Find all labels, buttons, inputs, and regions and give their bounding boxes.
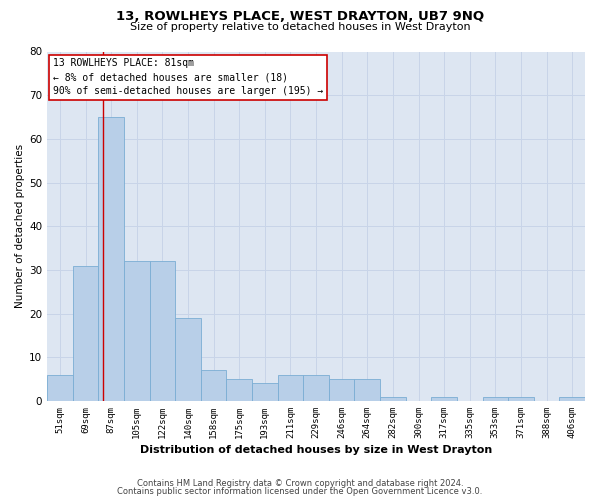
Bar bbox=[508, 396, 534, 401]
Text: Size of property relative to detached houses in West Drayton: Size of property relative to detached ho… bbox=[130, 22, 470, 32]
Y-axis label: Number of detached properties: Number of detached properties bbox=[15, 144, 25, 308]
Bar bbox=[431, 396, 457, 401]
Bar bbox=[278, 374, 303, 401]
Bar bbox=[380, 396, 406, 401]
Text: Contains HM Land Registry data © Crown copyright and database right 2024.: Contains HM Land Registry data © Crown c… bbox=[137, 478, 463, 488]
Text: 13 ROWLHEYS PLACE: 81sqm
← 8% of detached houses are smaller (18)
90% of semi-de: 13 ROWLHEYS PLACE: 81sqm ← 8% of detache… bbox=[53, 58, 323, 96]
Text: Contains public sector information licensed under the Open Government Licence v3: Contains public sector information licen… bbox=[118, 487, 482, 496]
Bar bbox=[175, 318, 201, 401]
Bar bbox=[252, 384, 278, 401]
Bar bbox=[482, 396, 508, 401]
Bar bbox=[73, 266, 98, 401]
Bar bbox=[47, 374, 73, 401]
Bar bbox=[124, 261, 149, 401]
Bar bbox=[329, 379, 355, 401]
Text: 13, ROWLHEYS PLACE, WEST DRAYTON, UB7 9NQ: 13, ROWLHEYS PLACE, WEST DRAYTON, UB7 9N… bbox=[116, 10, 484, 23]
Bar bbox=[149, 261, 175, 401]
X-axis label: Distribution of detached houses by size in West Drayton: Distribution of detached houses by size … bbox=[140, 445, 492, 455]
Bar bbox=[226, 379, 252, 401]
Bar bbox=[303, 374, 329, 401]
Bar bbox=[201, 370, 226, 401]
Bar bbox=[355, 379, 380, 401]
Bar bbox=[559, 396, 585, 401]
Bar bbox=[98, 117, 124, 401]
